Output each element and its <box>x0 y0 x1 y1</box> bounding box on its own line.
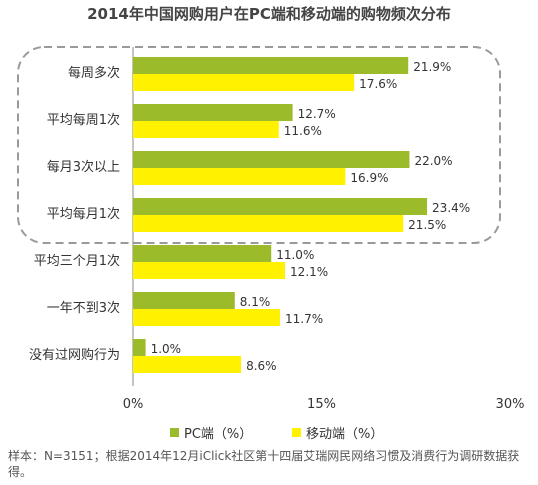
x-tick-label: 15% <box>307 397 336 412</box>
bar-chart: 每周多次 21.9% 17.6% 平均每周1次 12.7% 11.6% 每月3次以上 22.0… <box>17 46 525 412</box>
legend-swatch-mobile <box>292 428 301 437</box>
bar-value-label: 8.6% <box>246 359 277 373</box>
bar-value-label: 12.1% <box>290 265 328 279</box>
bar-pc <box>133 292 235 309</box>
highlight-frame <box>17 46 501 244</box>
bar-value-label: 11.6% <box>284 124 322 138</box>
bar-value-label: 8.1% <box>240 295 270 309</box>
bar-mobile <box>133 121 279 138</box>
category-label: 没有过网购行为 <box>29 347 120 363</box>
legend-item-mobile: 移动端（%） <box>292 423 383 442</box>
bar-value-label: 12.7% <box>298 107 336 121</box>
bar-pc <box>133 57 409 74</box>
legend-item-pc: PC端（%） <box>170 423 252 442</box>
category-label: 平均每月1次 <box>47 206 120 222</box>
bar-mobile <box>133 168 346 185</box>
bar-pc <box>133 104 293 121</box>
bar-value-label: 16.9% <box>350 171 388 185</box>
chart-title: 2014年中国网购用户在PC端和移动端的购物频次分布 <box>87 5 451 23</box>
bar-value-label: 23.4% <box>432 201 470 215</box>
category-label: 平均每周1次 <box>47 112 120 128</box>
category-label: 平均三个月1次 <box>34 253 120 269</box>
category-label: 一年不到3次 <box>47 300 120 316</box>
bar-mobile <box>133 309 281 326</box>
category-label: 每月3次以上 <box>47 159 120 175</box>
legend-label-mobile: 移动端（%） <box>306 427 384 442</box>
bar-value-label: 17.6% <box>359 77 397 91</box>
legend-label-pc: PC端（%） <box>184 427 253 442</box>
x-tick-label: 0% <box>123 397 144 412</box>
bar-value-label: 21.5% <box>408 218 446 232</box>
footnote: 样本：N=3151；根据2014年12月iClick社区第十四届艾瑞网民网络习惯… <box>8 449 520 479</box>
bar-mobile <box>133 215 404 232</box>
bar-value-label: 11.0% <box>276 248 314 262</box>
bar-mobile <box>133 74 355 91</box>
x-tick-label: 30% <box>496 397 525 412</box>
bar-pc <box>133 339 146 356</box>
bar-value-label: 1.0% <box>151 342 182 356</box>
bar-pc <box>133 245 272 262</box>
bar-mobile <box>133 356 242 373</box>
category-label: 每周多次 <box>68 65 120 81</box>
legend-swatch-pc <box>170 428 179 437</box>
bar-value-label: 11.7% <box>285 312 323 326</box>
bar-pc <box>133 198 428 215</box>
bar-mobile <box>133 262 286 279</box>
bar-pc <box>133 151 410 168</box>
bar-value-label: 22.0% <box>414 154 452 168</box>
bar-value-label: 21.9% <box>413 60 451 74</box>
